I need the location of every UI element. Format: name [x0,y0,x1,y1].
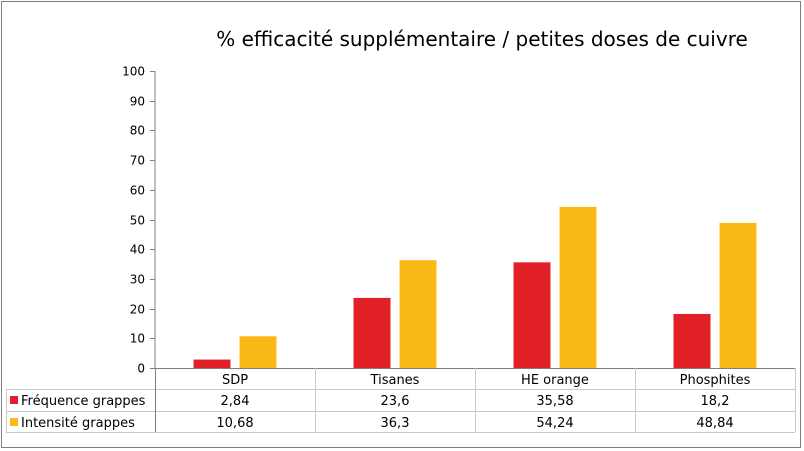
y-tick-label: 30 [130,273,145,287]
data-cell: 36,3 [381,416,410,431]
bar [719,222,757,368]
legend-swatch [10,396,18,404]
data-cell: 23,6 [381,394,410,409]
bar [193,359,231,368]
y-tick-label: 70 [130,154,145,168]
y-tick-label: 90 [130,95,145,109]
y-tick-label: 40 [130,243,145,257]
data-cell: 48,84 [696,416,733,431]
bar [239,336,277,368]
bar [353,297,391,368]
legend-label: Fréquence grappes [21,394,146,409]
bar [399,260,437,368]
y-tick-label: 50 [130,214,145,228]
chart-title: % efficacité supplémentaire / petites do… [216,27,748,51]
data-cell: 35,58 [536,394,573,409]
category-label: HE orange [521,373,589,388]
y-tick-label: 60 [130,184,145,198]
y-tick-label: 100 [122,65,145,79]
data-cell: 2,84 [221,394,250,409]
legend-label: Intensité grappes [21,416,135,431]
y-tick-label: 0 [137,362,145,376]
bar [673,313,711,368]
bar [559,206,597,368]
y-tick-label: 80 [130,124,145,138]
data-cell: 10,68 [216,416,253,431]
bar [513,262,551,368]
y-tick-label: 20 [130,303,145,317]
bars [193,206,757,368]
y-axis: 0 10 20 30 40 50 60 70 80 90 100 [122,65,156,376]
category-label: Phosphites [680,373,751,388]
legend-swatch [10,418,18,426]
y-tick-label: 10 [130,332,145,346]
category-label: SDP [222,373,248,388]
data-table: SDP Tisanes HE orange Phosphites Fréquence g… [6,368,796,433]
category-label: Tisanes [370,373,420,388]
data-cell: 54,24 [536,416,573,431]
data-cell: 18,2 [701,394,730,409]
